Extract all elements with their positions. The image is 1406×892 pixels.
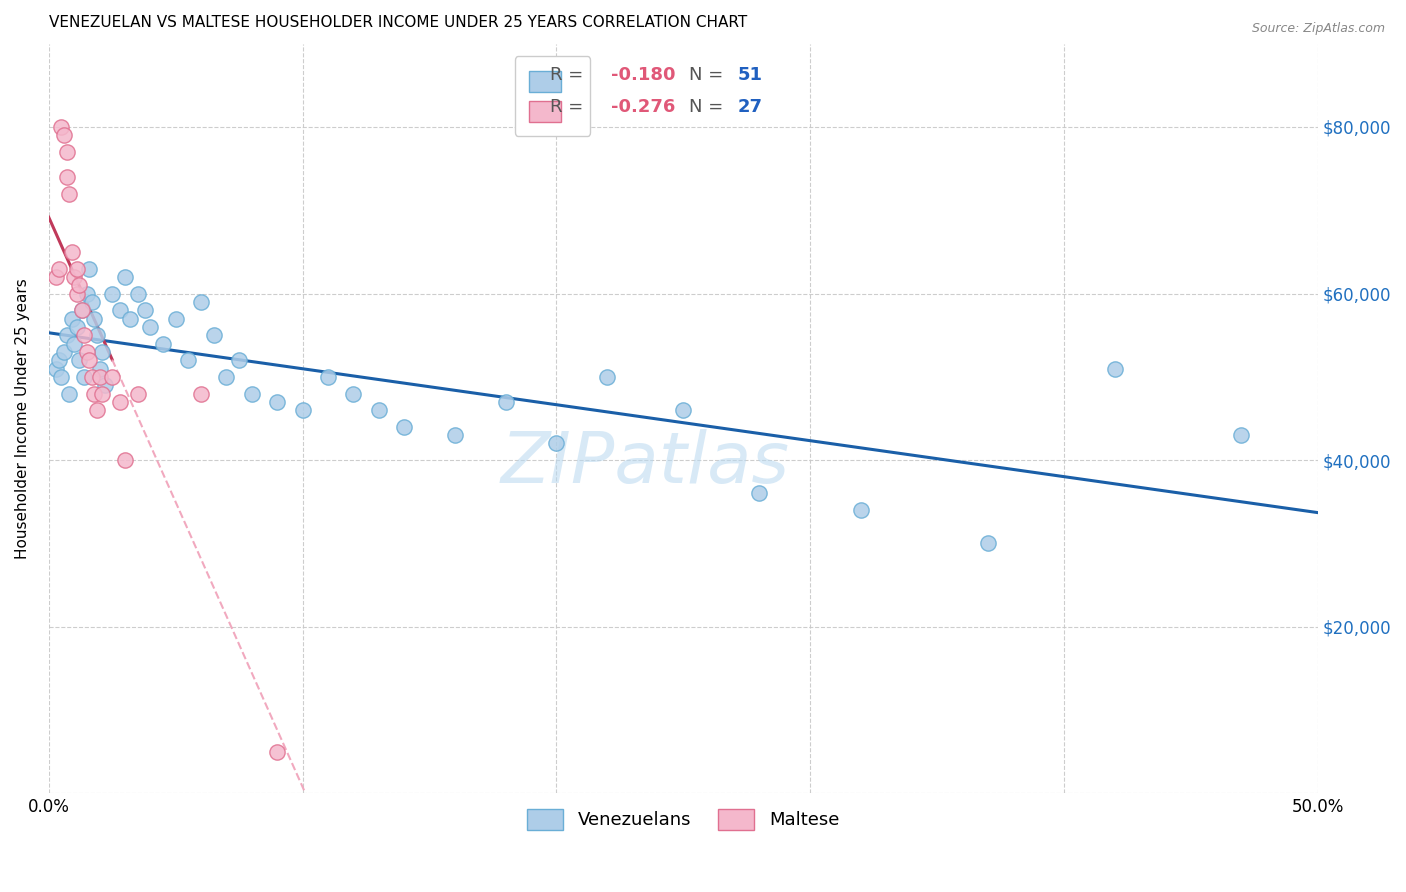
Point — [63, 336, 86, 351]
Point — [86, 328, 108, 343]
Point — [83, 386, 105, 401]
Point — [152, 336, 174, 351]
Point — [266, 745, 288, 759]
Text: 51: 51 — [738, 66, 762, 84]
Text: R =: R = — [550, 66, 589, 84]
Point — [101, 369, 124, 384]
Point — [91, 386, 114, 401]
Point — [127, 286, 149, 301]
Point — [114, 453, 136, 467]
Point — [76, 286, 98, 301]
Point — [63, 269, 86, 284]
Point — [215, 369, 238, 384]
Point — [849, 503, 872, 517]
Point — [83, 311, 105, 326]
Point — [53, 344, 76, 359]
Point — [55, 145, 77, 159]
Point — [66, 286, 89, 301]
Point — [48, 261, 70, 276]
Text: -0.180: -0.180 — [610, 66, 675, 84]
Point — [190, 386, 212, 401]
Point — [976, 536, 998, 550]
Text: R =: R = — [550, 97, 589, 116]
Point — [58, 186, 80, 201]
Point — [165, 311, 187, 326]
Point — [316, 369, 339, 384]
Point — [266, 395, 288, 409]
Text: Source: ZipAtlas.com: Source: ZipAtlas.com — [1251, 22, 1385, 36]
Point — [70, 303, 93, 318]
Point — [202, 328, 225, 343]
Point — [51, 120, 73, 134]
Point — [89, 361, 111, 376]
Point — [51, 369, 73, 384]
Point — [177, 353, 200, 368]
Point — [80, 369, 103, 384]
Point — [392, 420, 415, 434]
Point — [73, 328, 96, 343]
Point — [108, 395, 131, 409]
Point — [118, 311, 141, 326]
Text: VENEZUELAN VS MALTESE HOUSEHOLDER INCOME UNDER 25 YEARS CORRELATION CHART: VENEZUELAN VS MALTESE HOUSEHOLDER INCOME… — [49, 15, 747, 30]
Point — [86, 403, 108, 417]
Point — [89, 369, 111, 384]
Point — [228, 353, 250, 368]
Point — [443, 428, 465, 442]
Point — [101, 286, 124, 301]
Point — [70, 303, 93, 318]
Point — [76, 344, 98, 359]
Point — [45, 269, 67, 284]
Point — [240, 386, 263, 401]
Point — [596, 369, 619, 384]
Point — [53, 128, 76, 143]
Point — [60, 311, 83, 326]
Point — [108, 303, 131, 318]
Point — [67, 353, 90, 368]
Text: N =: N = — [689, 97, 730, 116]
Point — [45, 361, 67, 376]
Point — [1230, 428, 1253, 442]
Point — [672, 403, 695, 417]
Point — [546, 436, 568, 450]
Point — [367, 403, 389, 417]
Point — [495, 395, 517, 409]
Point — [93, 378, 115, 392]
Point — [1104, 361, 1126, 376]
Point — [58, 386, 80, 401]
Text: -0.276: -0.276 — [610, 97, 675, 116]
Point — [60, 244, 83, 259]
Point — [91, 344, 114, 359]
Point — [342, 386, 364, 401]
Point — [114, 269, 136, 284]
Point — [139, 319, 162, 334]
Point — [134, 303, 156, 318]
Point — [66, 319, 89, 334]
Point — [80, 294, 103, 309]
Point — [55, 169, 77, 184]
Point — [66, 261, 89, 276]
Y-axis label: Householder Income Under 25 years: Householder Income Under 25 years — [15, 278, 30, 559]
Point — [748, 486, 770, 500]
Legend: Venezuelans, Maltese: Venezuelans, Maltese — [520, 802, 846, 837]
Point — [79, 261, 101, 276]
Point — [48, 353, 70, 368]
Point — [190, 294, 212, 309]
Point — [79, 353, 101, 368]
Point — [127, 386, 149, 401]
Point — [67, 278, 90, 293]
Point — [73, 369, 96, 384]
Point — [291, 403, 314, 417]
Text: 27: 27 — [738, 97, 762, 116]
Point — [55, 328, 77, 343]
Text: ZIPatlas: ZIPatlas — [501, 429, 790, 498]
Text: N =: N = — [689, 66, 730, 84]
